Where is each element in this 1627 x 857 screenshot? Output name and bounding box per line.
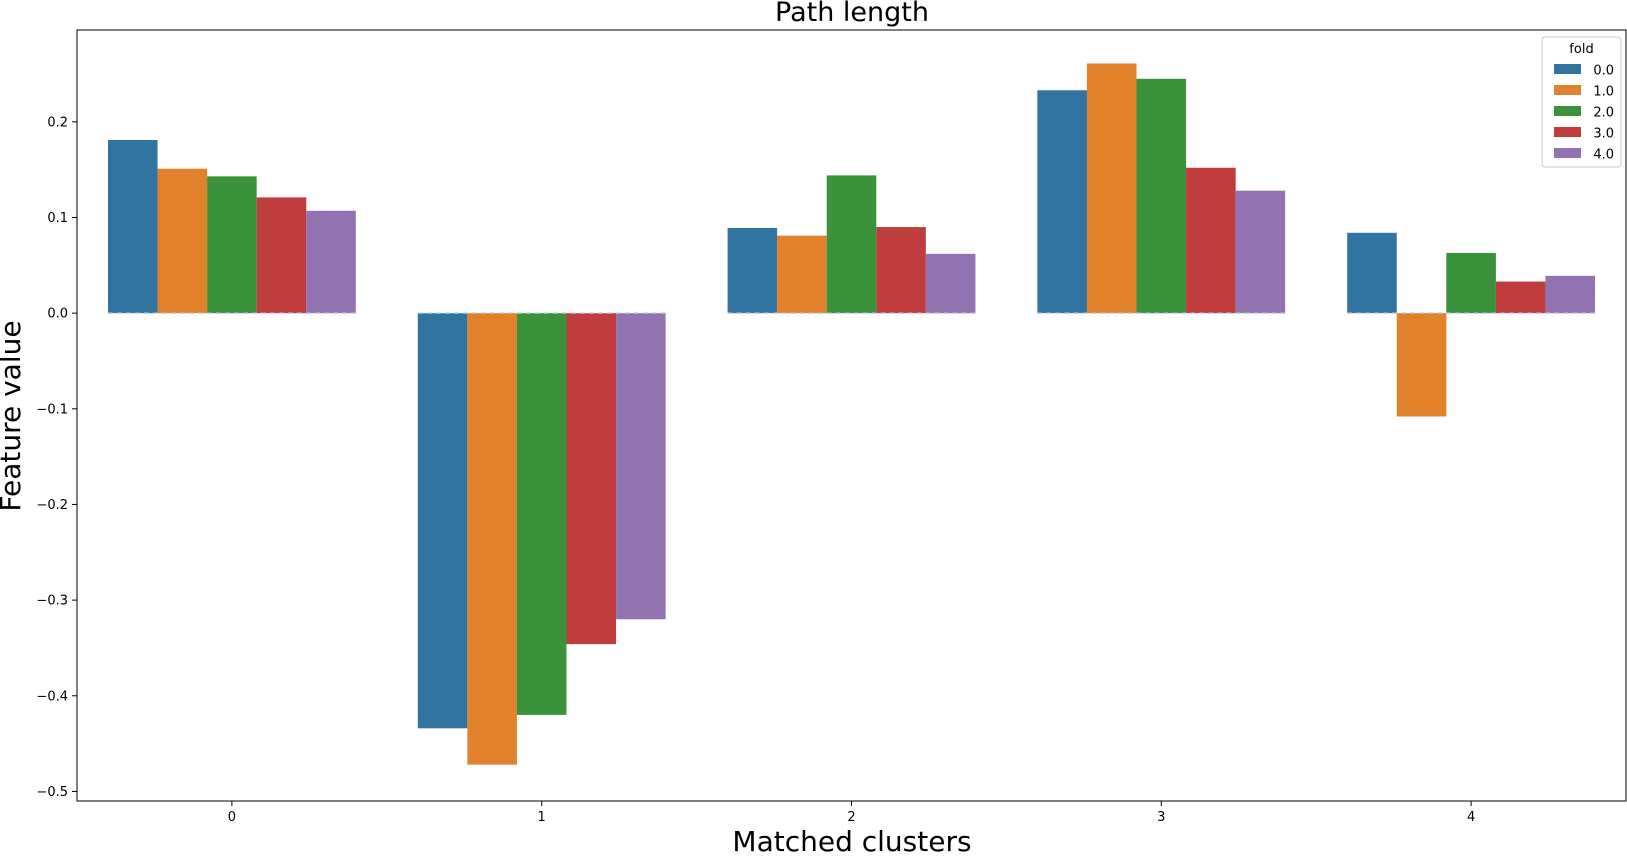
bar-cluster-2-fold-1.0 xyxy=(777,235,827,314)
x-tick-label: 4 xyxy=(1467,810,1475,825)
bar-cluster-2-fold-3.0 xyxy=(876,227,926,314)
x-tick-label: 0 xyxy=(228,810,236,825)
bar-cluster-4-fold-0.0 xyxy=(1347,232,1397,314)
bar-cluster-4-fold-2.0 xyxy=(1446,252,1496,314)
bar-cluster-4-fold-3.0 xyxy=(1495,281,1546,314)
x-axis: 0 1 2 3 4 xyxy=(228,801,1475,825)
y-tick-label: −0.2 xyxy=(36,498,68,513)
bar-cluster-4-fold-1.0 xyxy=(1396,313,1447,417)
x-tick-label: 3 xyxy=(1157,810,1165,825)
bar-cluster-3-fold-4.0 xyxy=(1235,190,1286,314)
bar-cluster-2-fold-2.0 xyxy=(826,175,877,314)
bar-cluster-1-fold-4.0 xyxy=(616,313,666,620)
bar-cluster-0-fold-0.0 xyxy=(107,140,158,314)
bars-layer xyxy=(107,63,1596,765)
bar-cluster-1-fold-2.0 xyxy=(516,313,567,715)
x-tick-label: 2 xyxy=(847,810,855,825)
x-axis-title: Matched clusters xyxy=(732,825,971,857)
bar-cluster-2-fold-4.0 xyxy=(925,253,976,314)
y-tick-label: 0.1 xyxy=(47,211,68,226)
bar-cluster-0-fold-4.0 xyxy=(306,210,356,314)
bar-cluster-1-fold-0.0 xyxy=(417,313,468,729)
bar-cluster-3-fold-0.0 xyxy=(1037,90,1087,314)
legend-swatch-fold-0.0 xyxy=(1554,64,1581,74)
y-tick-label: 0.0 xyxy=(47,307,68,322)
bar-cluster-1-fold-3.0 xyxy=(566,313,617,645)
bar-cluster-3-fold-2.0 xyxy=(1136,78,1187,314)
y-axis-title: Feature value xyxy=(0,320,27,511)
legend-title: fold xyxy=(1569,42,1593,57)
legend-swatch-fold-1.0 xyxy=(1554,85,1581,95)
bar-cluster-3-fold-1.0 xyxy=(1086,63,1137,314)
legend-label-fold-1.0: 1.0 xyxy=(1593,85,1614,100)
legend-swatch-fold-4.0 xyxy=(1554,148,1581,158)
legend-label-fold-3.0: 3.0 xyxy=(1593,127,1614,142)
bar-cluster-0-fold-1.0 xyxy=(157,168,208,314)
bar-cluster-3-fold-3.0 xyxy=(1186,167,1236,314)
bar-cluster-0-fold-3.0 xyxy=(256,197,307,314)
legend-label-fold-2.0: 2.0 xyxy=(1593,106,1614,121)
chart-title: Path length xyxy=(775,0,929,28)
plot-area-frame xyxy=(76,29,1627,802)
bar-cluster-4-fold-4.0 xyxy=(1545,275,1596,314)
y-tick-label: −0.3 xyxy=(36,594,68,609)
bar-cluster-0-fold-2.0 xyxy=(207,176,257,314)
bar-cluster-1-fold-1.0 xyxy=(467,313,517,765)
legend-swatch-fold-2.0 xyxy=(1554,106,1581,116)
legend-label-fold-0.0: 0.0 xyxy=(1593,64,1614,79)
bar-cluster-2-fold-0.0 xyxy=(727,228,778,314)
y-tick-label: −0.4 xyxy=(36,689,68,704)
y-axis: 0.2 0.1 0.0 −0.1 −0.2 −0.3 −0.4 −0.5 xyxy=(36,115,77,800)
x-tick-label: 1 xyxy=(538,810,546,825)
y-tick-label: −0.1 xyxy=(36,402,68,417)
y-tick-label: 0.2 xyxy=(47,115,68,130)
legend-label-fold-4.0: 4.0 xyxy=(1593,148,1614,163)
y-tick-label: −0.5 xyxy=(36,785,68,800)
legend-swatch-fold-3.0 xyxy=(1554,127,1581,137)
